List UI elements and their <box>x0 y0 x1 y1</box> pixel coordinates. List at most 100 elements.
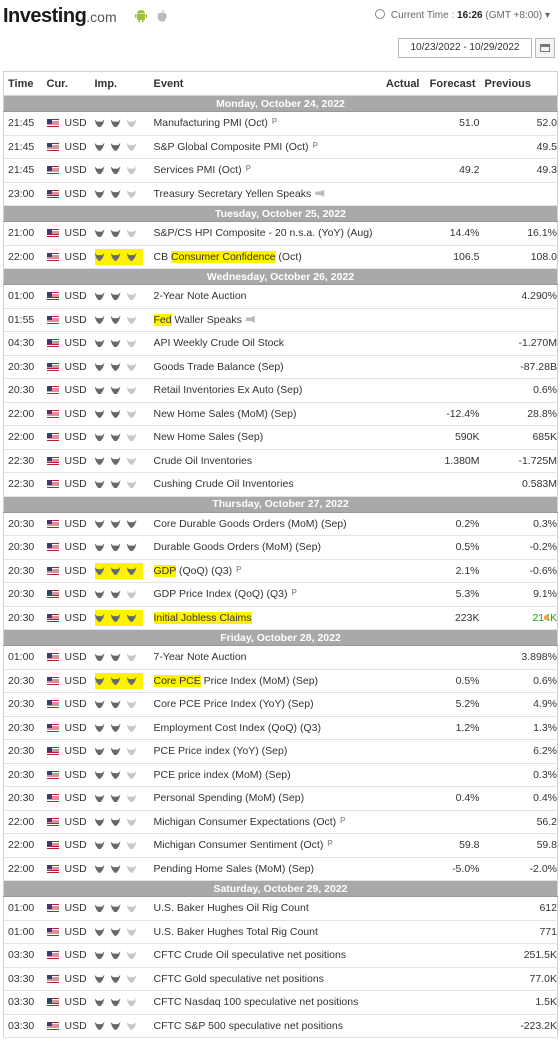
event-title[interactable]: New Home Sales (Sep) <box>153 431 264 444</box>
event-title[interactable]: Employment Cost Index (QoQ) (Q3) <box>153 721 321 734</box>
event-row[interactable]: 01:00 USD 7-Year Note Auction 3.898% <box>3 645 558 670</box>
event-row[interactable]: 22:00 USD New Home Sales (Sep) 590K 685K <box>3 425 558 450</box>
event-row[interactable]: 21:45 USD S&P Global Composite PMI (Oct) P 4… <box>3 135 558 159</box>
event-name[interactable]: CFTC Crude Oil speculative net positions <box>149 943 386 968</box>
event-row[interactable]: 01:55 USD Fed Waller Speaks <box>3 308 558 332</box>
event-name[interactable]: S&P Global Composite PMI (Oct) P <box>149 135 386 159</box>
event-name[interactable]: Goods Trade Balance (Sep) <box>149 355 386 379</box>
event-title[interactable]: 7-Year Note Auction <box>153 651 247 664</box>
event-name[interactable]: Personal Spending (MoM) (Sep) <box>149 786 386 811</box>
event-name[interactable]: 7-Year Note Auction <box>149 645 386 670</box>
event-title[interactable]: Pending Home Sales (MoM) (Sep) <box>153 862 314 875</box>
calendar-button[interactable] <box>535 38 555 58</box>
event-row[interactable]: 22:30 USD Cushing Crude Oil Inventories 0.5… <box>3 472 558 497</box>
event-title[interactable]: GDP Price Index (QoQ) (Q3) <box>153 588 288 601</box>
event-row[interactable]: 20:30 USD GDP Price Index (QoQ) (Q3) P 5.3% 9… <box>3 582 558 607</box>
event-title[interactable]: Crude Oil Inventories <box>153 454 253 467</box>
event-name[interactable]: Core PCE Price Index (MoM) (Sep) <box>149 669 386 693</box>
event-name[interactable]: New Home Sales (Sep) <box>149 425 386 450</box>
event-row[interactable]: 23:00 USD Treasury Secretary Yellen Speaks <box>3 182 558 206</box>
event-row[interactable]: 20:30 USD Core PCE Price Index (YoY) (Sep)… <box>3 692 558 717</box>
event-title[interactable]: U.S. Baker Hughes Total Rig Count <box>153 925 318 938</box>
event-title[interactable]: Retail Inventories Ex Auto (Sep) <box>153 384 303 397</box>
event-title[interactable]: Core Durable Goods Orders (MoM) (Sep) <box>153 517 347 530</box>
event-row[interactable]: 20:30 USD Core Durable Goods Orders (MoM) … <box>3 512 558 536</box>
event-title[interactable]: CFTC Crude Oil speculative net positions <box>153 949 347 962</box>
col-actual[interactable]: Actual <box>385 71 424 96</box>
event-title[interactable]: Personal Spending (MoM) (Sep) <box>153 792 305 805</box>
event-name[interactable]: Cushing Crude Oil Inventories <box>149 472 386 497</box>
event-row[interactable]: 20:30 USD PCE price index (MoM) (Sep) 0.3% <box>3 763 558 787</box>
event-title[interactable]: Core PCE Price Index (YoY) (Sep) <box>153 698 314 711</box>
col-previous[interactable]: Previous <box>479 71 558 96</box>
event-row[interactable]: 20:30 USD Employment Cost Index (QoQ) (Q3)… <box>3 716 558 740</box>
event-title[interactable]: Michigan Consumer Expectations (Oct) <box>153 815 337 828</box>
event-name[interactable]: Michigan Consumer Expectations (Oct) P <box>149 810 386 834</box>
event-name[interactable]: GDP Price Index (QoQ) (Q3) P <box>149 582 386 607</box>
event-name[interactable]: Durable Goods Orders (MoM) (Sep) <box>149 535 386 560</box>
event-row[interactable]: 22:30 USD Crude Oil Inventories 1.380M -1.72… <box>3 449 558 473</box>
event-name[interactable]: Core PCE Price Index (YoY) (Sep) <box>149 692 386 717</box>
event-title[interactable]: Manufacturing PMI (Oct) <box>153 117 268 130</box>
event-name[interactable]: Michigan Consumer Sentiment (Oct) P <box>149 833 386 858</box>
chevron-down-icon[interactable]: ▾ <box>544 10 550 21</box>
event-row[interactable]: 21:45 USD Manufacturing PMI (Oct) P 51.0 52.0 <box>3 111 558 136</box>
event-name[interactable]: Manufacturing PMI (Oct) P <box>149 111 386 136</box>
event-title[interactable]: CFTC S&P 500 speculative net positions <box>153 1019 344 1032</box>
event-name[interactable]: Pending Home Sales (MoM) (Sep) <box>149 857 386 881</box>
col-forecast[interactable]: Forecast <box>423 71 480 96</box>
event-row[interactable]: 20:30 USD Retail Inventories Ex Auto (Sep)… <box>3 378 558 403</box>
event-title[interactable]: Michigan Consumer Sentiment (Oct) <box>153 839 324 852</box>
event-name[interactable]: Retail Inventories Ex Auto (Sep) <box>149 378 386 403</box>
event-row[interactable]: 20:30 USD Durable Goods Orders (MoM) (Sep)… <box>3 535 558 560</box>
event-title[interactable]: Durable Goods Orders (MoM) (Sep) <box>153 541 321 554</box>
event-row[interactable]: 01:00 USD U.S. Baker Hughes Total Rig Coun… <box>3 920 558 944</box>
alert-dot-icon[interactable] <box>544 614 549 620</box>
event-row[interactable]: 20:30 USD Personal Spending (MoM) (Sep) 0.4… <box>3 786 558 811</box>
event-row[interactable]: 01:00 USD U.S. Baker Hughes Oil Rig Count 6… <box>3 896 558 921</box>
event-row[interactable]: 03:30 USD CFTC Gold speculative net positi… <box>3 967 558 991</box>
event-row[interactable]: 03:30 USD CFTC S&P 500 speculative net pos… <box>3 1014 558 1038</box>
event-title[interactable]: New Home Sales (MoM) (Sep) <box>153 407 297 420</box>
event-name[interactable]: New Home Sales (MoM) (Sep) <box>149 402 386 426</box>
event-name[interactable]: PCE Price index (YoY) (Sep) <box>149 739 386 764</box>
event-row[interactable]: 03:30 USD CFTC Nasdaq 100 speculative net … <box>3 990 558 1015</box>
event-title[interactable]: API Weekly Crude Oil Stock <box>153 337 285 350</box>
col-time[interactable]: Time <box>3 71 43 96</box>
event-row[interactable]: 20:30 USD Core PCE Price Index (MoM) (Sep)… <box>3 669 558 693</box>
event-row[interactable]: 22:00 USD Pending Home Sales (MoM) (Sep) -5… <box>3 857 558 881</box>
event-row[interactable]: 21:00 USD S&P/CS HPI Composite - 20 n.s.a.… <box>3 221 558 246</box>
col-currency[interactable]: Cur. <box>42 71 91 96</box>
event-title[interactable]: PCE price index (MoM) (Sep) <box>153 768 291 781</box>
event-name[interactable]: GDP (QoQ) (Q3) P <box>149 559 386 583</box>
event-name[interactable]: CFTC S&P 500 speculative net positions <box>149 1014 386 1038</box>
col-event[interactable]: Event <box>149 71 386 96</box>
event-row[interactable]: 22:00 USD Michigan Consumer Sentiment (Oct… <box>3 833 558 858</box>
event-title[interactable]: CFTC Nasdaq 100 speculative net position… <box>153 996 359 1009</box>
date-range-input[interactable]: 10/23/2022 - 10/29/2022 <box>398 38 532 58</box>
timezone[interactable]: (GMT +8:00) <box>485 10 543 21</box>
event-row[interactable]: 04:30 USD API Weekly Crude Oil Stock -1.270… <box>3 331 558 356</box>
event-row[interactable]: 22:00 USD New Home Sales (MoM) (Sep) -12.4%… <box>3 402 558 426</box>
event-name[interactable]: U.S. Baker Hughes Total Rig Count <box>149 920 386 944</box>
event-title[interactable]: CFTC Gold speculative net positions <box>153 972 324 985</box>
event-title[interactable]: Services PMI (Oct) <box>153 164 242 177</box>
event-row[interactable]: 20:30 USD Goods Trade Balance (Sep) -87.28B <box>3 355 558 379</box>
event-title[interactable]: Cushing Crude Oil Inventories <box>153 478 294 491</box>
event-name[interactable]: CB Consumer Confidence (Oct) <box>149 245 386 269</box>
event-name[interactable]: Treasury Secretary Yellen Speaks <box>149 182 386 206</box>
event-row[interactable]: 20:30 USD GDP (QoQ) (Q3) P 2.1% -0.6% <box>3 559 558 583</box>
event-name[interactable]: Core Durable Goods Orders (MoM) (Sep) <box>149 512 386 536</box>
event-title[interactable]: S&P Global Composite PMI (Oct) <box>153 140 309 153</box>
event-row[interactable]: 21:45 USD Services PMI (Oct) P 49.2 49.3 <box>3 158 558 183</box>
event-row[interactable]: 22:00 USD CB Consumer Confidence (Oct) 106.… <box>3 245 558 269</box>
event-title[interactable]: Goods Trade Balance (Sep) <box>153 360 284 373</box>
event-name[interactable]: S&P/CS HPI Composite - 20 n.s.a. (YoY) (… <box>149 221 386 246</box>
apple-icon[interactable] <box>155 9 169 23</box>
event-title[interactable]: 2-Year Note Auction <box>153 290 247 303</box>
event-row[interactable]: 20:30 USD Initial Jobless Claims 223K214K <box>3 606 558 630</box>
event-title[interactable]: Treasury Secretary Yellen Speaks <box>153 187 312 200</box>
event-row[interactable]: 20:30 USD PCE Price index (YoY) (Sep) 6.2% <box>3 739 558 764</box>
event-title[interactable]: U.S. Baker Hughes Oil Rig Count <box>153 902 309 915</box>
event-name[interactable]: 2-Year Note Auction <box>149 284 386 309</box>
